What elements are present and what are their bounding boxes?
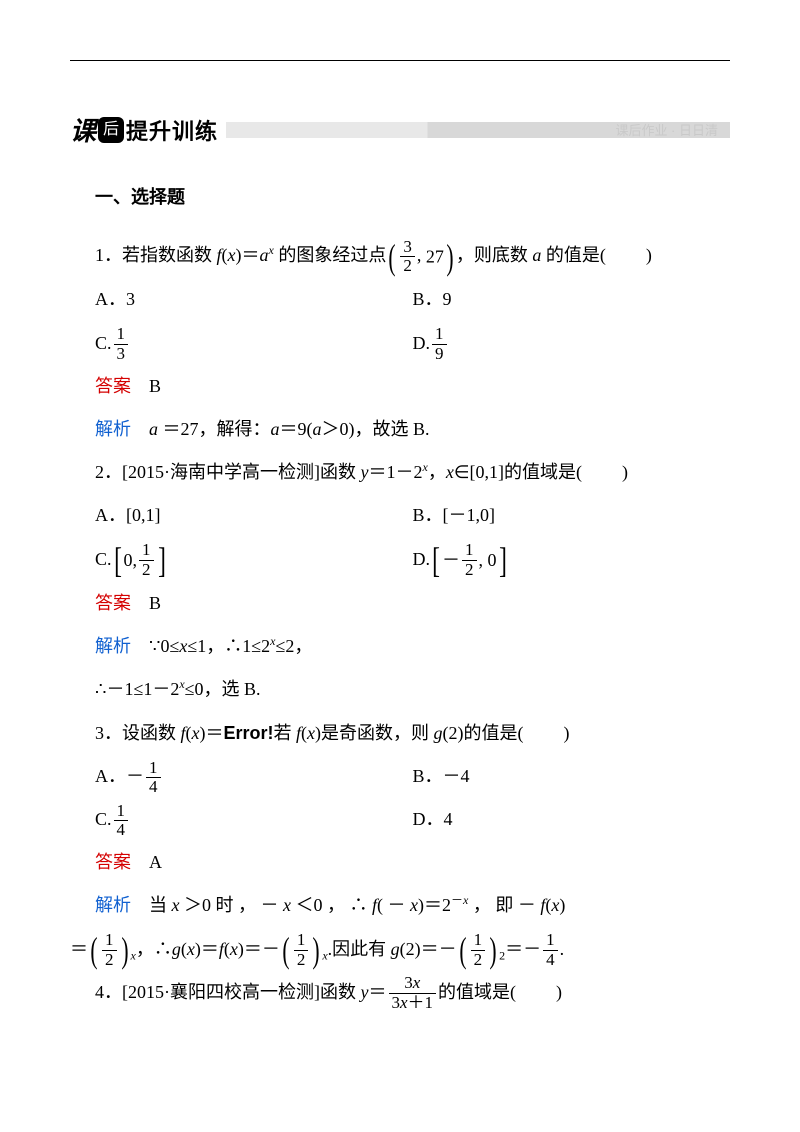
q1-explain: 解析a ＝27，解得：a＝9(a＞0)，故选 B. <box>95 408 730 451</box>
q1-row-cd: C.13 D.19 <box>95 322 730 365</box>
q3-row-cd: C.14 D．4 <box>95 798 730 841</box>
q3-optD: D．4 <box>413 798 731 841</box>
q2-text-a: 2．[2015· <box>95 462 170 482</box>
q3-answer: 答案 A <box>95 841 730 884</box>
q1-ans-lbl: 答案 <box>95 376 131 396</box>
q4-text-b: 襄阳四校高一检测 <box>170 982 314 1002</box>
q2-optD-n: 1 <box>462 541 477 561</box>
q3-optC-n: 1 <box>114 802 129 822</box>
q1-text-c: ，则底数 a 的值是( <box>456 245 606 265</box>
q1-optC-d: 3 <box>114 345 129 364</box>
q3-optC: C.14 <box>95 798 413 841</box>
q2-optD-d: 2 <box>462 561 477 580</box>
q3-h2n: 1 <box>294 931 309 951</box>
q2-exp2: ∴－1≤1－2x≤0，选 B. <box>95 668 730 711</box>
q1-text-d: ) <box>646 245 652 265</box>
q1-optA: A．3 <box>95 278 413 321</box>
q3-sub3: 2 <box>499 948 505 962</box>
q1-pt-sep: , <box>417 245 426 265</box>
q2-optD: D.[－12, 0] <box>413 538 731 582</box>
q3-ans-lbl: 答案 <box>95 852 131 872</box>
q1-answer: 答案 B <box>95 365 730 408</box>
q1-text-b: 的图象经过点 <box>274 245 387 265</box>
q3-optC-d: 4 <box>114 821 129 840</box>
q2-optC-n: 1 <box>139 541 154 561</box>
q1-text-a: 1．若指数函数 <box>95 245 217 265</box>
q1-stem: 1．若指数函数 f(x)＝ax 的图象经过点(32, 27)，则底数 a 的值是… <box>95 234 730 278</box>
q3-optB: B．－4 <box>413 755 731 798</box>
q1-pt-n: 3 <box>400 238 415 258</box>
q3-h3d: 2 <box>471 951 486 970</box>
q2-optD-neg: － <box>442 539 460 582</box>
q3-qn: 1 <box>543 931 558 951</box>
q2-answer: 答案 B <box>95 582 730 625</box>
q2-ans-lbl: 答案 <box>95 593 131 613</box>
q3-sub2: x <box>322 948 327 962</box>
q3-error: Error! <box>224 723 274 743</box>
q1-ans: B <box>149 376 161 396</box>
q1-optD-d: 9 <box>432 345 447 364</box>
q3-exp-lbl: 解析 <box>95 895 131 915</box>
q3-optA-d: 4 <box>146 778 161 797</box>
q3-exp2: ＝(12)x，∴g(x)＝f(x)＝－(12)x.因此有 g(2)＝－(12)2… <box>70 928 730 971</box>
q3-ans: A <box>149 852 162 872</box>
banner-bar: 课后作业 · 日日清 <box>226 122 730 138</box>
q3-optA-pre: A．－ <box>95 766 144 786</box>
q3-h1n: 1 <box>102 931 117 951</box>
q2-optD-0: , 0 <box>479 539 497 582</box>
section-title: 一、选择题 <box>95 183 730 209</box>
q2-exp1: 解析∵0≤x≤1，∴1≤2x≤2， <box>95 625 730 668</box>
q4-text-a: 4．[2015· <box>95 982 170 1002</box>
q3-sub1: x <box>131 948 136 962</box>
top-rule <box>70 60 730 61</box>
q2-optC: C.[0, 12] <box>95 538 413 582</box>
banner-text: 提升训练 <box>126 114 218 146</box>
q1-row-ab: A．3 B．9 <box>95 278 730 321</box>
q1-optD: D.19 <box>413 322 731 365</box>
q3-optA: A．－14 <box>95 755 413 798</box>
q2-text-b: 海南中学高一检测 <box>170 462 314 482</box>
q2-stem: 2．[2015·海南中学高一检测]函数 y＝1－2x，x∈[0,1]的值域是() <box>95 451 730 494</box>
q2-row-ab: A．[0,1] B．[－1,0] <box>95 494 730 537</box>
q4-stem: 4．[2015·襄阳四校高一检测]函数 y＝3x3x＋1的值域是() <box>95 971 730 1014</box>
q3-h1d: 2 <box>102 951 117 970</box>
q1-pt-v2: 27 <box>426 246 444 266</box>
q2-optC-pre: C. <box>95 549 112 569</box>
banner-sub: 课后作业 · 日日清 <box>615 120 718 139</box>
q2-optC-d: 2 <box>139 561 154 580</box>
banner-ke: 课 <box>70 111 96 148</box>
banner-hou: 后 <box>98 117 124 143</box>
q1-optD-pre: D. <box>413 333 431 353</box>
banner: 课 后 提升训练 课后作业 · 日日清 <box>70 111 730 148</box>
q3-optA-n: 1 <box>146 759 161 779</box>
q1-optC-pre: C. <box>95 333 112 353</box>
q3-row-ab: A．－14 B．－4 <box>95 755 730 798</box>
q3-h2d: 2 <box>294 951 309 970</box>
q2-optC-0: 0, <box>124 539 138 582</box>
q2-row-cd: C.[0, 12] D.[－12, 0] <box>95 538 730 582</box>
q3-optC-pre: C. <box>95 809 112 829</box>
q2-optB: B．[－1,0] <box>413 494 731 537</box>
q3-stem: 3．设函数 f(x)＝Error!若 f(x)是奇函数，则 g(2)的值是() <box>95 712 730 755</box>
q3-exp1: 解析当 x ＞0 时 ， － x ＜0 ， ∴ f( － x)＝2－x ， 即 … <box>95 884 730 927</box>
q2-ans: B <box>149 593 161 613</box>
q1-optB: B．9 <box>413 278 731 321</box>
q1-exp-lbl: 解析 <box>95 419 131 439</box>
q1-optD-n: 1 <box>432 325 447 345</box>
q3-qd: 4 <box>543 951 558 970</box>
q2-exp-lbl: 解析 <box>95 636 131 656</box>
banner-main: 课 后 提升训练 <box>70 111 218 148</box>
q2-optD-pre: D. <box>413 549 431 569</box>
q1-pt-d: 2 <box>400 257 415 276</box>
q1-optC: C.13 <box>95 322 413 365</box>
q2-optA: A．[0,1] <box>95 494 413 537</box>
q3-h3n: 1 <box>471 931 486 951</box>
q1-optC-n: 1 <box>114 325 129 345</box>
